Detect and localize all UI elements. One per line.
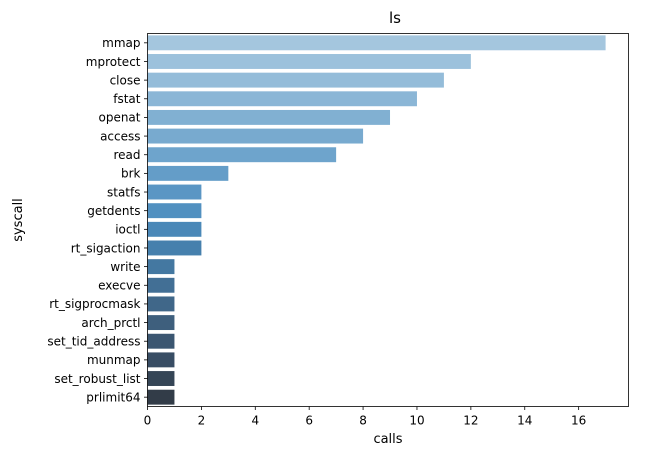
bars-group — [147, 35, 606, 405]
bar-arch-prctl — [147, 315, 175, 331]
y-tick-label: ioctl — [115, 223, 140, 237]
y-tick-label: read — [113, 148, 140, 162]
y-tick-label: munmap — [87, 353, 141, 367]
bar-brk — [147, 165, 229, 181]
y-axis-ticks: mmap mprotect close fstat openat access read br… — [47, 36, 148, 404]
bar-statfs — [147, 184, 202, 200]
x-tick-label: 2 — [198, 414, 206, 428]
y-tick-label: set_tid_address — [47, 335, 140, 349]
x-tick-label: 14 — [517, 414, 532, 428]
y-tick-label: openat — [98, 111, 140, 125]
bar-mmap — [147, 35, 606, 51]
plot-frame — [147, 33, 629, 407]
y-tick-label: mmap — [102, 36, 140, 50]
bar-getdents — [147, 203, 202, 219]
y-tick-label: execve — [98, 279, 140, 293]
x-tick-label: 8 — [359, 414, 367, 428]
x-tick-label: 12 — [463, 414, 478, 428]
bar-execve — [147, 277, 175, 293]
y-tick-label: mprotect — [86, 55, 141, 69]
x-tick-label: 6 — [305, 414, 313, 428]
bar-ioctl — [147, 221, 202, 237]
y-tick-label: write — [110, 260, 140, 274]
y-tick-label: prlimit64 — [86, 390, 140, 404]
x-axis-label: calls — [373, 432, 402, 447]
bar-mprotect — [147, 54, 471, 69]
bar-munmap — [147, 352, 175, 368]
bar-close — [147, 72, 444, 88]
bar-set-tid-address — [147, 333, 175, 349]
x-tick-label: 0 — [144, 414, 152, 428]
y-tick-label: getdents — [87, 204, 140, 218]
y-tick-label: brk — [121, 167, 141, 181]
bar-read — [147, 147, 337, 163]
bar-write — [147, 259, 175, 275]
y-tick-label: fstat — [113, 92, 141, 106]
x-axis-ticks: 0 2 4 6 8 10 12 14 16 — [144, 406, 586, 428]
x-tick-label: 4 — [251, 414, 259, 428]
y-tick-label: rt_sigprocmask — [49, 297, 140, 311]
x-tick-label: 10 — [409, 414, 424, 428]
y-axis-label: syscall — [11, 198, 26, 242]
y-tick-label: arch_prctl — [81, 316, 140, 330]
y-tick-label: statfs — [107, 185, 141, 199]
y-tick-label: close — [110, 73, 141, 87]
y-tick-label: access — [100, 129, 140, 143]
y-tick-label: set_robust_list — [54, 372, 140, 386]
bar-prlimit64 — [147, 389, 175, 405]
chart-title: ls — [389, 9, 401, 27]
bar-rt-sigprocmask — [147, 296, 175, 312]
x-tick-label: 16 — [571, 414, 586, 428]
bar-access — [147, 128, 364, 144]
bar-rt-sigaction — [147, 240, 202, 256]
y-tick-label: rt_sigaction — [71, 241, 141, 255]
bar-set-robust-list — [147, 371, 175, 386]
bar-openat — [147, 109, 391, 125]
bar-fstat — [147, 91, 417, 107]
